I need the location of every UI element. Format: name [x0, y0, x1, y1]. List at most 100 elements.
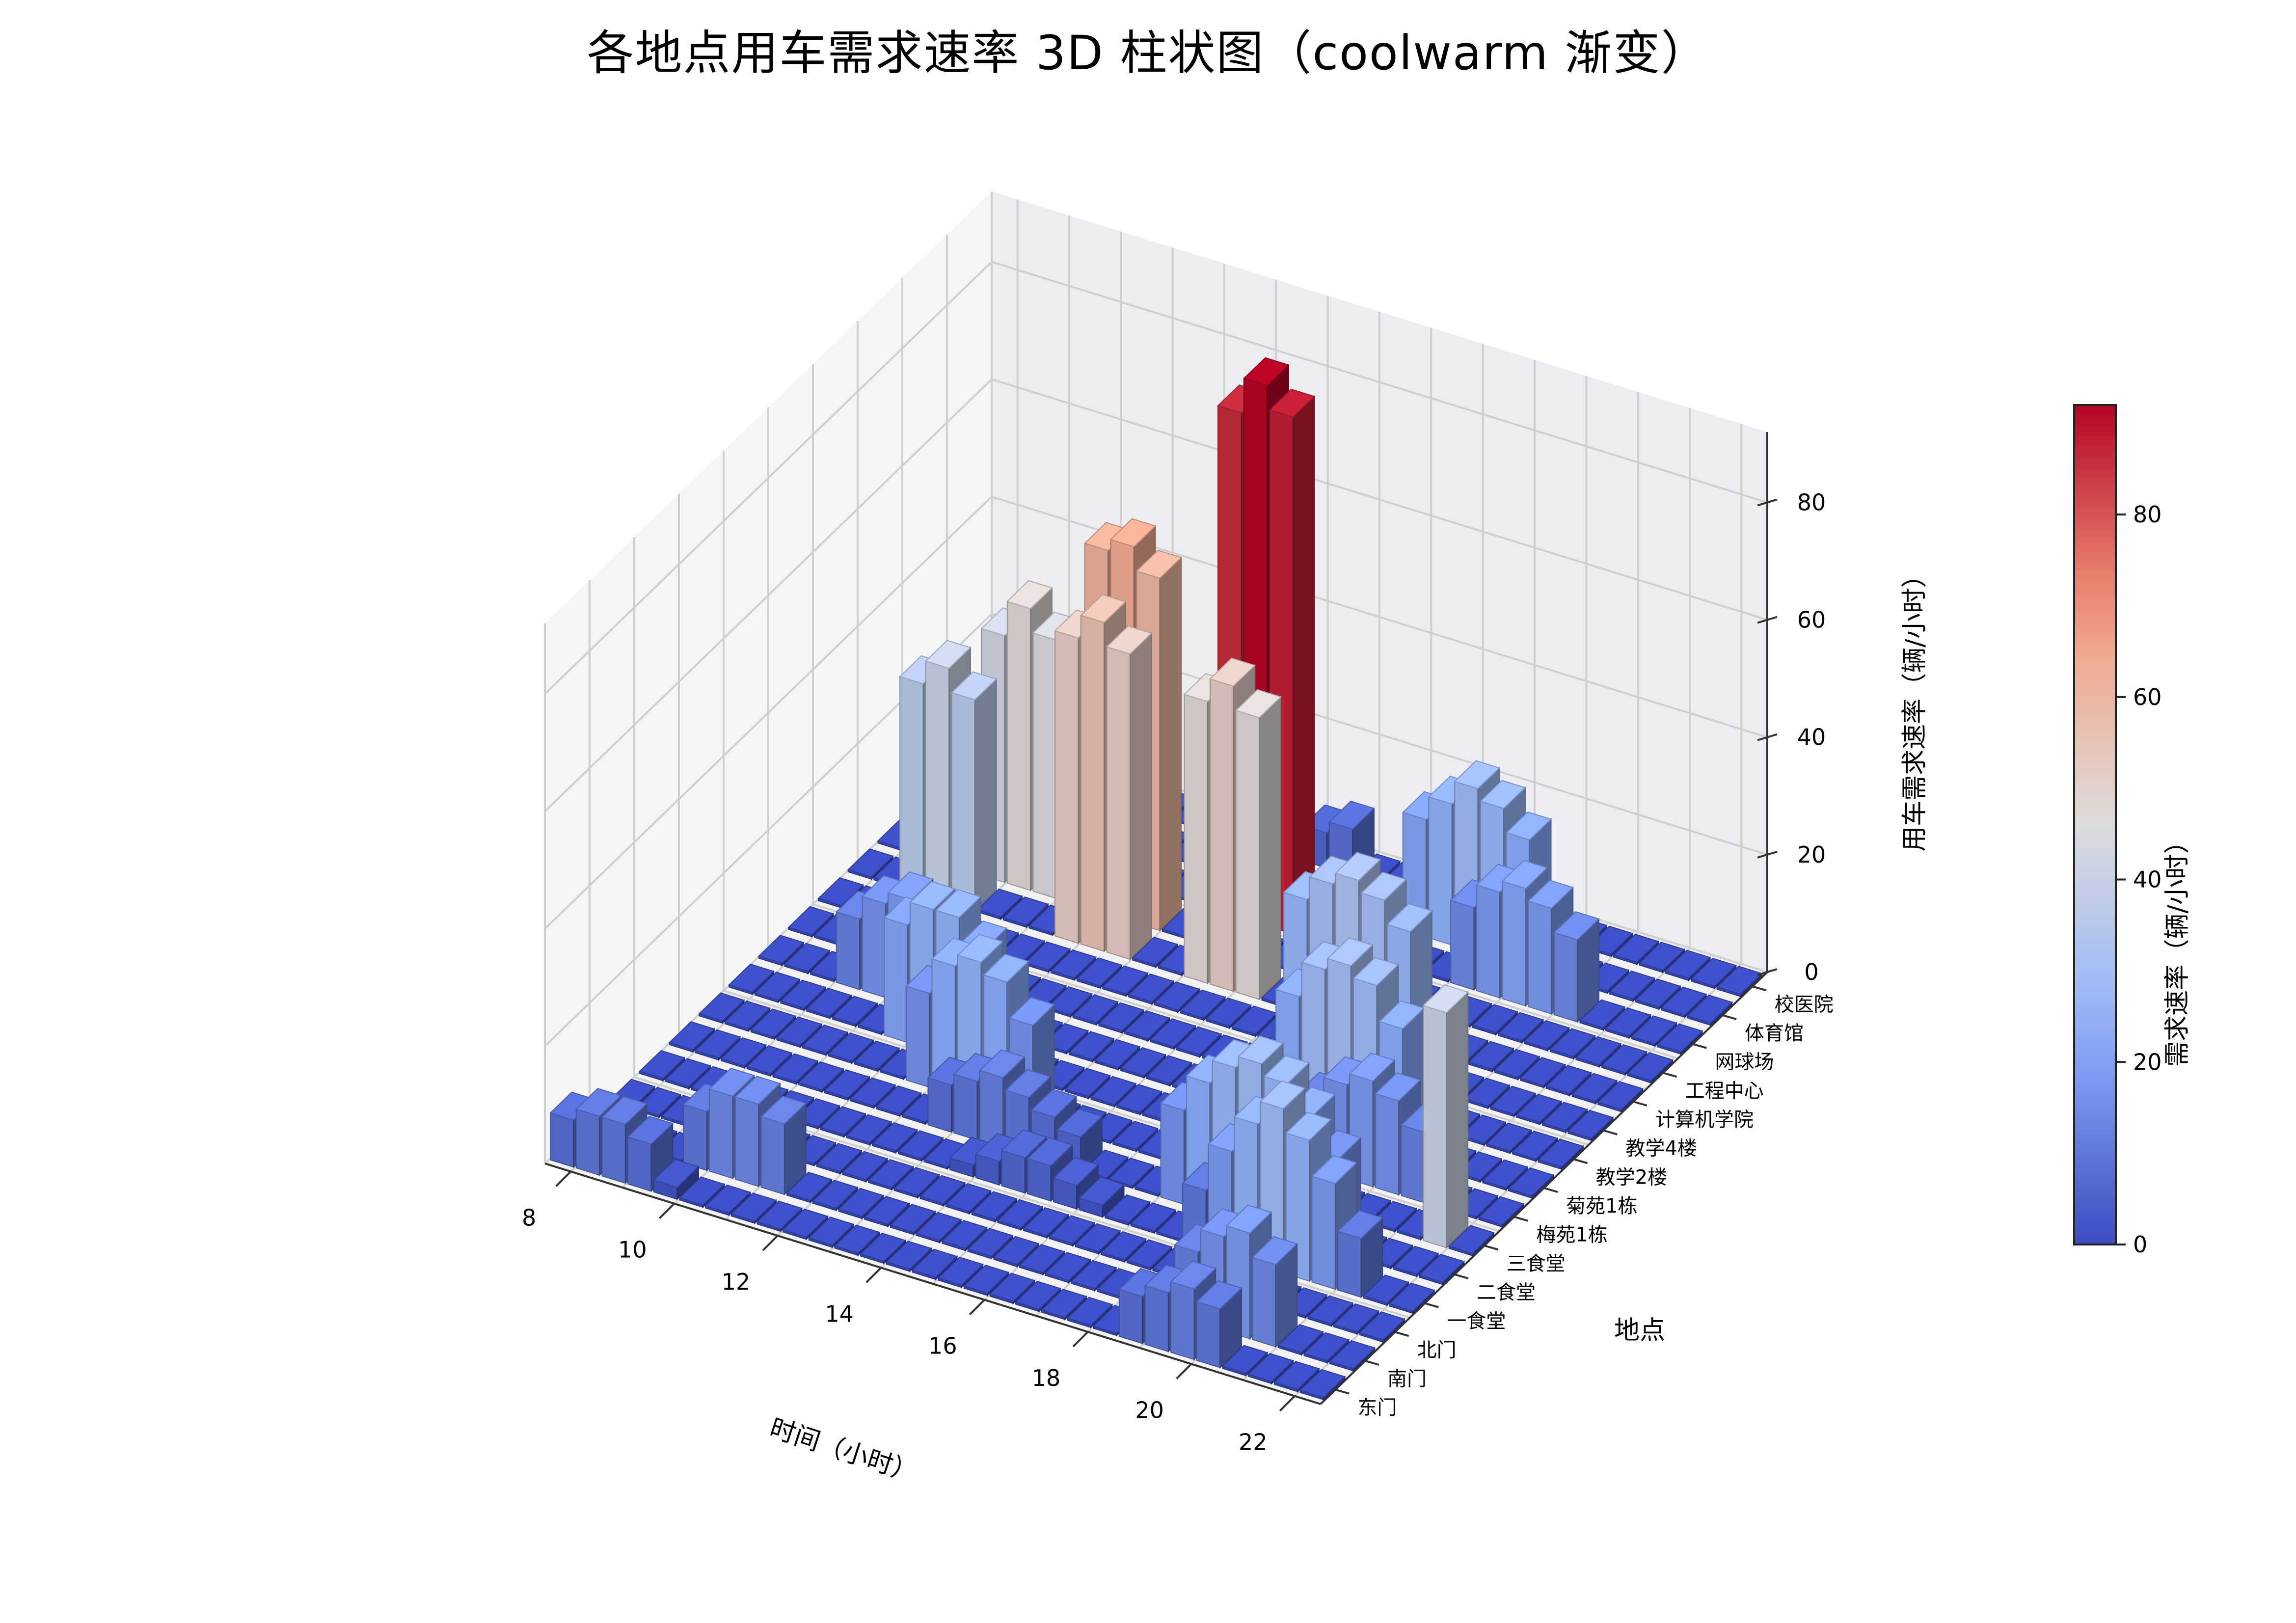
bar — [864, 1195, 911, 1228]
bar-side-face — [1159, 556, 1182, 932]
bar-top-face — [967, 1228, 1014, 1257]
bar-top-face — [1374, 1072, 1421, 1102]
bar — [841, 1151, 889, 1183]
bar — [802, 1024, 849, 1056]
bar-top-face — [837, 1188, 885, 1217]
y-tick-mark — [1573, 1158, 1588, 1164]
bar-top-face — [864, 1195, 911, 1225]
y-tick-label: 教学2楼 — [1596, 1166, 1667, 1189]
bar-top-face — [756, 1200, 803, 1230]
bar-top-face — [1527, 879, 1574, 909]
x-tick-label: 14 — [825, 1300, 854, 1327]
bar-top-face — [652, 1159, 700, 1188]
bar-top-face — [1358, 1311, 1405, 1341]
bar — [1362, 1274, 1409, 1306]
bar — [1567, 1109, 1614, 1142]
bar-top-face — [897, 1130, 944, 1160]
bar — [915, 1212, 962, 1244]
bar — [1459, 1114, 1507, 1146]
bar-front-face — [1170, 1281, 1195, 1360]
colorbar-tick-label: 0 — [2133, 1231, 2147, 1258]
bar-top-face — [1052, 1157, 1099, 1186]
bar-front-face — [1160, 1102, 1185, 1205]
bar — [971, 1191, 1018, 1223]
bar-top-face — [885, 1241, 932, 1270]
x-tick-mark — [762, 1235, 779, 1251]
bar-top-face — [802, 1024, 849, 1054]
y-axis-label: 地点 — [1614, 1316, 1666, 1346]
bar-top-face — [887, 871, 934, 901]
bar-side-face — [1446, 991, 1469, 1249]
bar-top-face — [1634, 978, 1681, 1008]
bar-top-face — [1463, 1078, 1511, 1107]
bar — [1100, 1231, 1147, 1263]
bar — [827, 1032, 874, 1064]
bar-front-face — [905, 985, 930, 1088]
bar — [845, 1114, 892, 1146]
bar-top-face — [1329, 1340, 1376, 1370]
bar — [1489, 1085, 1537, 1118]
bar-top-face — [1422, 984, 1469, 1014]
y-tick-mark — [1335, 1388, 1350, 1395]
bar — [772, 1053, 819, 1085]
x-tick-label: 22 — [1239, 1429, 1268, 1456]
bar-top-face — [780, 979, 827, 1009]
y-tick-label: 三食堂 — [1507, 1252, 1566, 1275]
y-tick-label: 校医院 — [1775, 993, 1834, 1016]
bar-top-face — [627, 1115, 674, 1145]
bar-top-face — [1128, 973, 1175, 1003]
bar — [1656, 1023, 1703, 1055]
bar-top-face — [1004, 1069, 1052, 1098]
bar — [893, 1167, 940, 1199]
bar — [1247, 1352, 1295, 1385]
bar-top-face — [1493, 1049, 1540, 1078]
bar — [756, 1200, 803, 1233]
bar-top-face — [871, 1122, 918, 1152]
bar-top-face — [1040, 1289, 1087, 1318]
bar — [1482, 1159, 1529, 1191]
y-tick-mark — [1484, 1244, 1499, 1251]
bar — [867, 1159, 915, 1191]
bar — [1519, 1056, 1567, 1089]
bar-top-face — [1523, 1020, 1570, 1050]
bar — [1549, 1028, 1596, 1060]
bar-front-face — [884, 917, 908, 1043]
bar-top-face — [978, 1049, 1026, 1079]
z-tick-label: 80 — [1797, 489, 1826, 515]
bar-top-face — [1512, 1130, 1559, 1160]
y-tick-label: 二食堂 — [1477, 1281, 1536, 1304]
bar-top-face — [730, 1192, 777, 1222]
bar-top-face — [1638, 942, 1685, 971]
bar-top-face — [1120, 1047, 1167, 1077]
bar-top-face — [1567, 1109, 1614, 1139]
bar — [847, 848, 894, 880]
bar-top-face — [757, 935, 805, 964]
bar-top-face — [1100, 1231, 1147, 1261]
bar-top-face — [1448, 1225, 1495, 1254]
bar — [1074, 1223, 1121, 1255]
bar — [849, 1077, 896, 1109]
z-tick-label: 0 — [1804, 959, 1818, 985]
bar — [782, 1208, 829, 1241]
bar-front-face — [1252, 1256, 1276, 1348]
bar-top-face — [1326, 937, 1374, 967]
bar-top-face — [1605, 1007, 1652, 1037]
bar-top-face — [1106, 625, 1153, 655]
colorbar-bar — [2073, 404, 2117, 1245]
bar — [1070, 1260, 1117, 1292]
bar — [704, 1184, 752, 1217]
bar-top-face — [1108, 1157, 1155, 1187]
bar-top-face — [776, 1016, 823, 1046]
bar-top-face — [772, 1053, 819, 1082]
bar-front-face — [899, 676, 924, 896]
bar — [1072, 994, 1119, 1026]
bar-top-face — [1015, 1280, 1062, 1310]
bar — [1002, 896, 1049, 928]
x-tick-mark — [555, 1170, 572, 1187]
bar-top-face — [694, 1029, 741, 1058]
bar-front-face — [1054, 630, 1079, 944]
bar-top-face — [989, 1272, 1036, 1302]
bar — [1579, 999, 1626, 1031]
bar-front-face — [683, 1104, 707, 1171]
bar — [1303, 1332, 1350, 1364]
